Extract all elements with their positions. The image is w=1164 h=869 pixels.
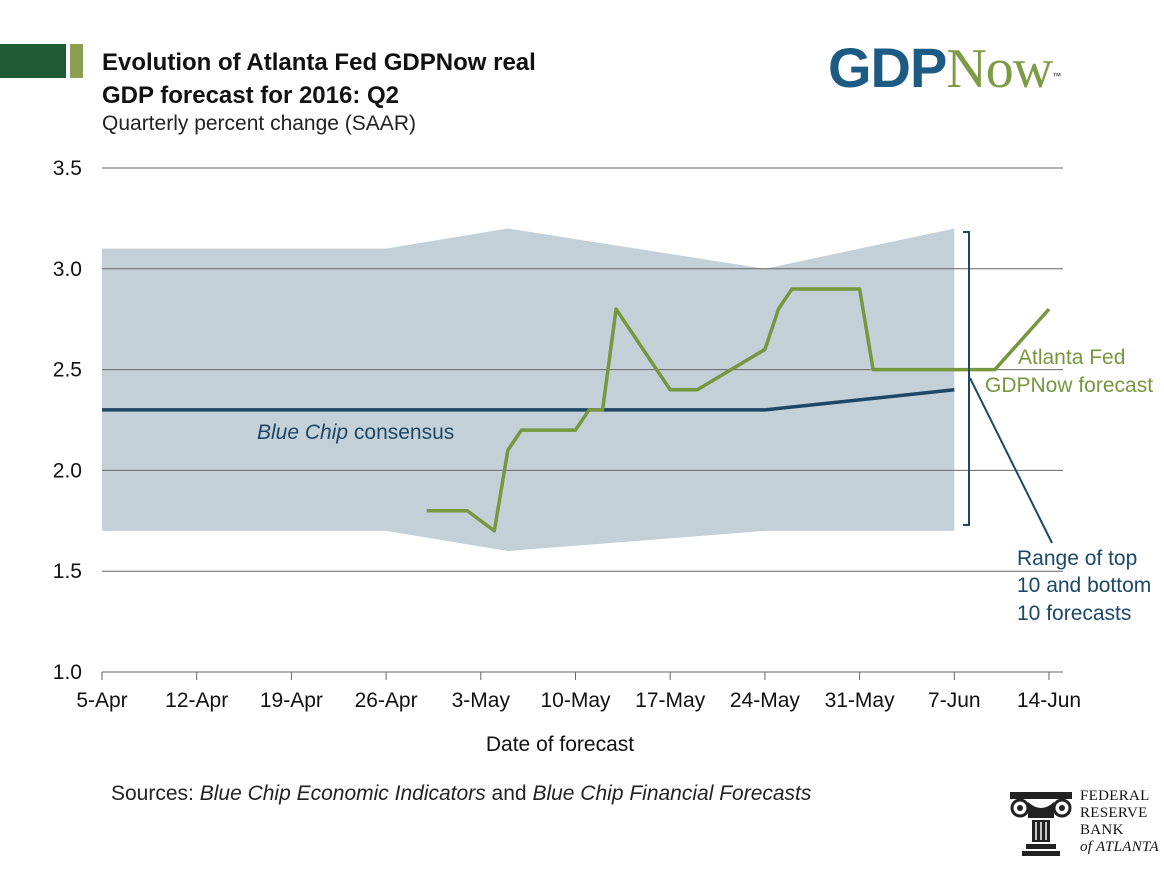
- gdpnow-forecast-line: [426, 287, 1051, 533]
- series-layer: [102, 287, 1051, 533]
- x-tick-label: 7-Jun: [928, 689, 981, 712]
- bluechip-label-italic: Blue Chip: [257, 421, 348, 444]
- fed-text-line3: BANK: [1080, 822, 1124, 838]
- y-tick-label: 1.0: [53, 661, 82, 684]
- bluechip-label-rest: consensus: [348, 421, 454, 444]
- y-tick-label: 3.0: [53, 258, 82, 281]
- range-bracket: [963, 231, 970, 526]
- y-tick-label: 2.5: [53, 359, 82, 382]
- x-tick-label: 3-May: [452, 689, 511, 712]
- bluechip-label: Blue Chip consensus: [257, 421, 454, 444]
- logo-trademark: ™: [1052, 71, 1061, 81]
- axis-layer: 1.0 1.5 2.0 2.5 3.0 3.5 5-Apr 12-Apr 19-Apr 26-Ap…: [53, 157, 1081, 712]
- sources-prefix: Sources:: [111, 782, 194, 805]
- gdpnow-logo: GDPNow™: [828, 36, 1061, 101]
- range-band: [102, 228, 955, 552]
- source-2: Blue Chip Financial Forecasts: [532, 782, 812, 805]
- fed-text-line4: of ATLANTA: [1080, 839, 1159, 855]
- x-tick-label: 24-May: [730, 689, 801, 712]
- x-tick-label: 19-Apr: [260, 689, 323, 712]
- sources-note: Sources: Blue Chip Economic Indicators a…: [111, 782, 811, 806]
- y-tick-label: 1.5: [53, 560, 82, 583]
- x-tick-label: 31-May: [825, 689, 896, 712]
- range-pointer-line: [969, 377, 1053, 544]
- range-label-line3: 10 forecasts: [1017, 602, 1131, 625]
- annotations-layer: Blue Chip consensus Atlanta Fed GDPNow f…: [257, 231, 1153, 756]
- chart-subtitle: Quarterly percent change (SAAR): [102, 112, 416, 135]
- header-accent-light: [70, 44, 83, 78]
- source-1: Blue Chip Economic Indicators: [199, 782, 486, 805]
- logo-now-text: Now: [946, 38, 1053, 100]
- fed-text-line1: FEDERAL: [1080, 788, 1150, 804]
- chart-title-line2: GDP forecast for 2016: Q2: [102, 82, 400, 109]
- gdpnow-label-line2: GDPNow forecast: [985, 374, 1153, 397]
- federal-reserve-emblem-icon: [1010, 792, 1072, 856]
- y-tick-label: 3.5: [53, 157, 82, 180]
- range-label-line1: Range of top: [1017, 547, 1137, 570]
- fed-text-line2: RESERVE: [1080, 805, 1148, 821]
- x-tick-label: 17-May: [635, 689, 706, 712]
- federal-reserve-logo: FEDERAL RESERVE BANK of ATLANTA: [1008, 788, 1159, 864]
- chart-title-line1: Evolution of Atlanta Fed GDPNow real: [102, 49, 536, 76]
- x-tick-label: 14-Jun: [1017, 689, 1081, 712]
- bluechip-consensus-line: [102, 388, 955, 412]
- x-axis-title: Date of forecast: [486, 733, 634, 756]
- range-label-line2: 10 and bottom: [1017, 574, 1151, 597]
- logo-gdp-text: GDP: [828, 36, 947, 99]
- header-accent-dark: [0, 44, 66, 78]
- sources-joiner: and: [491, 782, 527, 805]
- x-tick-label: 12-Apr: [165, 689, 228, 712]
- x-tick-label: 26-Apr: [355, 689, 418, 712]
- y-tick-label: 2.0: [53, 459, 82, 482]
- range-band-layer: [102, 228, 955, 552]
- federal-reserve-text: FEDERAL RESERVE BANK of ATLANTA: [1080, 788, 1159, 856]
- gdpnow-label-line1: Atlanta Fed: [1018, 346, 1125, 369]
- chart-title: Evolution of Atlanta Fed GDPNow real GDP…: [102, 46, 536, 112]
- x-tick-label: 5-Apr: [76, 689, 127, 712]
- x-tick-label: 10-May: [540, 689, 611, 712]
